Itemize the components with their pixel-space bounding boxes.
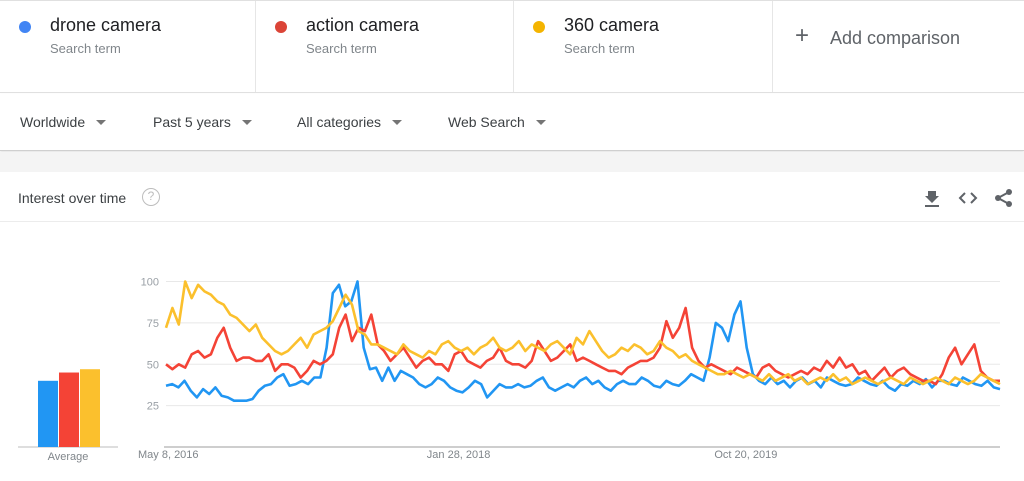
interest-over-time-card: Interest over time ? (0, 172, 1024, 481)
term-type: Search term (306, 41, 377, 56)
time-range-dropdown-label: Past 5 years (153, 114, 231, 130)
share-icon[interactable] (993, 187, 1015, 209)
term-name[interactable]: 360 camera (564, 15, 660, 35)
section-divider (0, 152, 1024, 172)
caret-down-icon (96, 119, 107, 125)
term-type: Search term (50, 41, 121, 56)
svg-text:100: 100 (141, 277, 159, 289)
average-label: Average (48, 451, 89, 463)
term-card-360-camera[interactable]: 360 camera Search term (514, 1, 773, 92)
chart-lines (164, 280, 1001, 403)
term-card-drone-camera[interactable]: drone camera Search term (0, 1, 256, 92)
chart-gridlines (164, 281, 1000, 448)
y-axis-labels: 25 50 75 100 (141, 277, 159, 413)
category-dropdown-label: All categories (297, 114, 382, 130)
series-line[interactable] (164, 280, 1001, 386)
card-header: Interest over time ? (0, 172, 1024, 222)
svg-text:Jan 28, 2018: Jan 28, 2018 (427, 449, 491, 461)
add-comparison-label: Add comparison (830, 28, 961, 48)
svg-text:Oct 20, 2019: Oct 20, 2019 (714, 449, 777, 461)
time-range-dropdown[interactable]: Past 5 years (153, 114, 252, 130)
search-type-dropdown[interactable]: Web Search (448, 114, 546, 130)
series-color-dot (275, 21, 287, 33)
caret-down-icon (241, 119, 252, 125)
category-dropdown[interactable]: All categories (297, 114, 403, 130)
x-axis-labels: May 8, 2016 Jan 28, 2018 Oct 20, 2019 (138, 449, 777, 461)
term-name[interactable]: action camera (306, 15, 420, 35)
download-icon[interactable] (921, 187, 943, 209)
average-bar[interactable] (38, 380, 58, 447)
card-title: Interest over time (18, 190, 127, 206)
region-dropdown[interactable]: Worldwide (20, 114, 107, 130)
term-name[interactable]: drone camera (50, 15, 162, 35)
add-comparison-button[interactable]: + Add comparison (773, 1, 1024, 92)
average-bar-chart: Average (18, 369, 118, 463)
svg-text:25: 25 (147, 401, 159, 413)
average-bar[interactable] (59, 372, 79, 447)
term-type: Search term (564, 41, 635, 56)
region-dropdown-label: Worldwide (20, 114, 86, 130)
search-type-dropdown-label: Web Search (448, 114, 525, 130)
embed-icon[interactable] (957, 187, 979, 209)
svg-text:May 8, 2016: May 8, 2016 (138, 449, 199, 461)
series-line[interactable] (165, 306, 1000, 386)
caret-down-icon (392, 119, 403, 125)
plus-icon: + (795, 22, 810, 49)
comparison-terms-bar: drone camera Search term action camera S… (0, 0, 1024, 93)
term-card-action-camera[interactable]: action camera Search term (256, 1, 514, 92)
filters-bar: Worldwide Past 5 years All categories We… (0, 94, 1024, 151)
series-color-dot (19, 21, 31, 33)
svg-text:75: 75 (147, 318, 159, 330)
caret-down-icon (535, 119, 546, 125)
svg-text:50: 50 (147, 359, 159, 371)
series-color-dot (533, 21, 545, 33)
help-icon[interactable]: ? (142, 188, 160, 206)
average-bar[interactable] (80, 369, 100, 447)
